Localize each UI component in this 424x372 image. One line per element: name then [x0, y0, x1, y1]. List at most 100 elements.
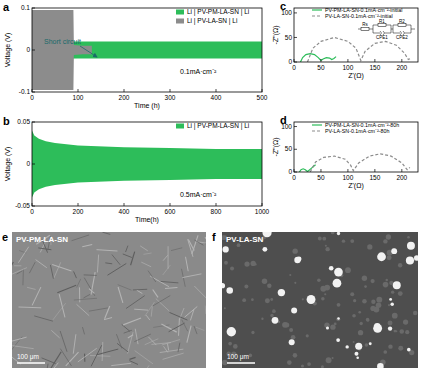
panel-b: b02004006008001000-0.0500.05Time(h)Volta…: [3, 115, 270, 224]
y-tick-label: 50: [285, 34, 293, 41]
y-tick-label: 0: [288, 58, 292, 65]
y-tick-label: 0: [26, 160, 30, 167]
sem-texture: [97, 255, 98, 273]
sem-texture: [224, 307, 226, 309]
plot-frame: [32, 8, 262, 92]
x-tick-label: 400: [119, 208, 130, 215]
sem-texture: [83, 294, 90, 298]
sem-texture: [187, 326, 191, 343]
x-tick-label: 1000: [255, 208, 270, 215]
sem-texture: [388, 320, 393, 325]
sem-texture: [51, 330, 59, 338]
legend-swatch: [176, 124, 184, 129]
y-tick: [294, 12, 297, 13]
sem-texture: [293, 353, 298, 358]
sem-texture: [89, 308, 109, 311]
sem-texture: [405, 330, 409, 334]
sem-texture: [141, 262, 151, 267]
sem-label: PV-LA-SN: [226, 235, 264, 244]
sem-texture: [194, 240, 203, 245]
sem-texture: [403, 319, 408, 324]
circuit-wire: [411, 29, 415, 30]
sem-texture: [171, 248, 182, 251]
circuit-wire: [373, 25, 374, 33]
panel-letter: f: [212, 231, 216, 243]
sem-particle: [345, 345, 348, 348]
sem-texture: [342, 239, 345, 242]
sem-texture: [371, 300, 375, 304]
sem-texture: [44, 364, 48, 368]
x-tick-label: 100: [73, 94, 84, 101]
sem-texture: [364, 285, 367, 288]
sem-texture: [389, 281, 393, 285]
sem-texture: [353, 299, 356, 302]
sem-texture: [228, 342, 232, 346]
sem-texture: [352, 314, 356, 318]
sem-texture: [366, 318, 370, 322]
circuit-inset: RsR1CPE1R2CPE2: [358, 19, 415, 41]
y-tick: [294, 126, 297, 127]
sem-texture: [395, 330, 397, 332]
sem-texture: [251, 298, 254, 301]
sem-texture: [162, 340, 180, 345]
sem-texture: [73, 334, 76, 353]
sem-texture: [82, 327, 84, 334]
sem-image: [12, 232, 206, 368]
panel-letter: a: [3, 1, 10, 13]
sem-texture: [233, 344, 238, 349]
circuit-label: R2: [399, 19, 405, 24]
sem-texture: [32, 287, 41, 305]
sem-texture: [112, 255, 120, 265]
sem-particle: [226, 287, 233, 294]
sem-texture: [59, 294, 65, 317]
sem-texture: [131, 252, 135, 266]
sem-texture: [383, 350, 387, 354]
sem-texture: [321, 365, 324, 368]
sem-texture: [138, 365, 149, 368]
y-axis-label: -Z''(Ω): [272, 25, 280, 44]
sem-particle: [334, 268, 343, 277]
sem-texture: [244, 284, 248, 288]
circuit-wire: [393, 33, 400, 34]
x-tick-label: 600: [165, 208, 176, 215]
legend-label: PV-LA-SN-0.1mA·cm⁻²-80h: [325, 128, 389, 134]
sem-texture: [163, 255, 168, 260]
sem-texture: [27, 287, 36, 289]
sem-texture: [331, 232, 335, 234]
sem-texture: [148, 337, 156, 345]
circuit-wire: [386, 25, 391, 26]
sem-texture: [12, 262, 13, 277]
sem-texture: [249, 354, 253, 358]
sem-texture: [192, 235, 198, 254]
sem-texture: [123, 254, 132, 258]
panel-letter: b: [3, 115, 10, 127]
sem-texture: [190, 309, 194, 320]
sem-texture: [50, 352, 62, 368]
x-tick-label: 400: [211, 94, 222, 101]
legend-swatch: [176, 19, 184, 24]
sem-texture: [137, 290, 143, 293]
x-tick-label: 150: [369, 174, 380, 181]
x-tick-label: 150: [369, 64, 380, 71]
sem-panel: fPV-LA-SN100 μm: [212, 228, 420, 370]
x-tick: [216, 89, 217, 92]
sem-texture: [383, 239, 387, 243]
legend-label: Li | PV-PM-LA-SN | Li: [187, 8, 249, 16]
sem-texture: [145, 339, 159, 345]
plot-frame: [294, 8, 418, 62]
sem-texture: [388, 344, 392, 348]
sem-particle: [333, 279, 342, 288]
sem-texture: [153, 296, 170, 306]
sem-texture: [330, 324, 335, 329]
x-tick-label: 50: [317, 64, 325, 71]
sem-texture: [111, 363, 131, 365]
sem-texture: [19, 307, 42, 309]
sem-texture: [84, 274, 97, 276]
circuit-resistor: [361, 28, 369, 31]
x-tick-label: 0: [30, 94, 34, 101]
circuit-resistor: [398, 24, 406, 27]
sem-particle: [373, 324, 382, 333]
sem-particle: [329, 266, 334, 271]
sem-particle: [294, 257, 300, 263]
x-axis-label: Time (h): [134, 102, 160, 110]
